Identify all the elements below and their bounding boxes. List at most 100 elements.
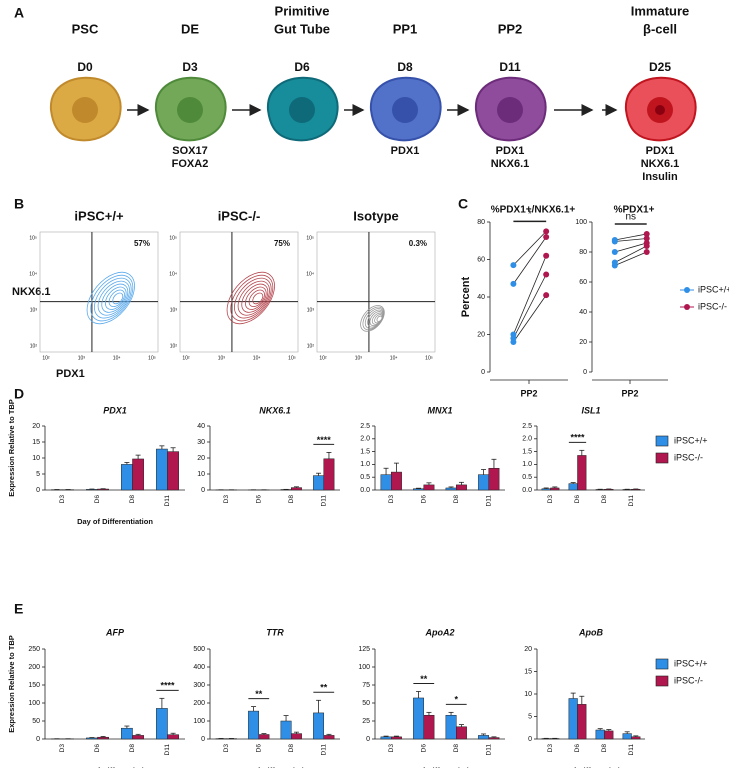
point bbox=[510, 262, 516, 268]
y-tick-label: 0 bbox=[528, 736, 532, 743]
significance-label: **** bbox=[570, 433, 585, 443]
panel-label: C bbox=[458, 196, 468, 212]
significance-label: ** bbox=[255, 689, 263, 699]
y-tick-label: 200 bbox=[28, 664, 40, 671]
chart-title: PDX1 bbox=[103, 405, 127, 415]
bar bbox=[313, 713, 323, 739]
x-tick-label: D8 bbox=[288, 744, 295, 753]
x-tick-label: D3 bbox=[388, 744, 395, 753]
x-tick-label: D11 bbox=[320, 744, 327, 756]
bar bbox=[381, 475, 391, 490]
flow-title: iPSC+/+ bbox=[74, 208, 124, 223]
flow-tick: 10² bbox=[30, 343, 38, 349]
chart-title: %PDX1+/NKX6.1+ bbox=[491, 205, 576, 216]
significance-label: **** bbox=[317, 435, 332, 445]
stage-name: Gut Tube bbox=[274, 21, 330, 36]
stage-day: D3 bbox=[182, 60, 198, 74]
flow-tick: 10³ bbox=[355, 355, 363, 361]
flow-tick: 10² bbox=[307, 343, 315, 349]
stage-marker: FOXA2 bbox=[172, 158, 209, 170]
x-axis-label: Day of Differentiation bbox=[77, 517, 153, 526]
y-tick-label: 20 bbox=[477, 331, 485, 338]
flow-frame bbox=[317, 232, 435, 352]
y-tick-label: 50 bbox=[32, 718, 40, 725]
y-tick-label: 40 bbox=[197, 423, 205, 430]
y-tick-label: 50 bbox=[362, 700, 370, 707]
bar bbox=[424, 715, 434, 739]
nucleus bbox=[497, 97, 523, 123]
y-tick-label: 15 bbox=[524, 668, 532, 675]
x-tick-label: D11 bbox=[628, 495, 635, 507]
chart-title: ISL1 bbox=[581, 405, 600, 415]
legend-swatch bbox=[656, 676, 668, 686]
x-tick-label: PP2 bbox=[520, 388, 537, 398]
x-tick-label: D6 bbox=[255, 495, 262, 504]
y-tick-label: 500 bbox=[193, 646, 205, 653]
point bbox=[510, 281, 516, 287]
bar bbox=[551, 488, 560, 490]
x-tick-label: D3 bbox=[388, 495, 395, 504]
significance-label: ns bbox=[625, 212, 636, 223]
chart-title: ApoB bbox=[578, 627, 603, 637]
pair-line bbox=[513, 275, 546, 339]
x-tick-label: D6 bbox=[255, 744, 262, 753]
point bbox=[644, 243, 650, 249]
bar bbox=[121, 728, 132, 739]
y-tick-label: 0.5 bbox=[522, 474, 532, 481]
flow-percent: 0.3% bbox=[409, 239, 427, 248]
y-tick-label: 400 bbox=[193, 664, 205, 671]
x-tick-label: D11 bbox=[485, 744, 492, 756]
y-axis-label: Percent bbox=[460, 276, 472, 317]
x-tick-label: PP2 bbox=[621, 388, 638, 398]
flow-tick: 10⁴ bbox=[306, 271, 314, 277]
bar bbox=[413, 489, 423, 490]
flow-tick: 10⁴ bbox=[253, 355, 261, 361]
y-tick-label: 0 bbox=[481, 369, 485, 376]
legend-swatch bbox=[656, 659, 668, 669]
stage-day: D6 bbox=[294, 60, 310, 74]
bar bbox=[98, 489, 109, 490]
panel-label: B bbox=[14, 196, 24, 212]
y-tick-label: 60 bbox=[477, 256, 485, 263]
pair-line bbox=[615, 243, 647, 252]
contour bbox=[222, 267, 281, 328]
significance-label: ** bbox=[320, 683, 328, 693]
bar bbox=[86, 489, 97, 490]
x-tick-label: D11 bbox=[164, 495, 171, 507]
bar bbox=[542, 489, 551, 490]
y-tick-label: 10 bbox=[524, 691, 532, 698]
bar bbox=[156, 449, 167, 490]
y-tick-label: 0 bbox=[583, 369, 587, 376]
y-tick-label: 20 bbox=[579, 339, 587, 346]
bar bbox=[489, 468, 499, 490]
y-tick-label: 0 bbox=[36, 487, 40, 494]
bar bbox=[313, 476, 323, 490]
granule bbox=[655, 105, 665, 115]
y-tick-label: 0.0 bbox=[360, 487, 370, 494]
x-tick-label: D11 bbox=[485, 495, 492, 507]
contour bbox=[218, 263, 284, 332]
stage-marker: PDX1 bbox=[496, 145, 525, 157]
significance-label: **** bbox=[160, 681, 175, 691]
bar bbox=[489, 738, 499, 739]
bar bbox=[259, 735, 269, 740]
y-tick-label: 0 bbox=[36, 736, 40, 743]
x-tick-label: D11 bbox=[628, 744, 635, 756]
stage-name: β-cell bbox=[643, 21, 677, 36]
point bbox=[543, 292, 549, 298]
y-tick-label: 100 bbox=[575, 219, 587, 226]
x-tick-label: D6 bbox=[94, 744, 101, 753]
x-tick-label: D8 bbox=[288, 495, 295, 504]
bar bbox=[478, 735, 488, 739]
flow-frame bbox=[180, 232, 298, 352]
y-tick-label: 1.5 bbox=[522, 448, 532, 455]
stage-day: D8 bbox=[397, 60, 413, 74]
bar bbox=[424, 485, 434, 490]
legend-swatch bbox=[656, 436, 668, 446]
y-tick-label: 2.5 bbox=[360, 423, 370, 430]
y-tick-label: 100 bbox=[358, 664, 370, 671]
y-axis-label: Expression Relative to TBP bbox=[7, 635, 16, 733]
x-tick-label: D3 bbox=[223, 744, 230, 753]
y-tick-label: 150 bbox=[28, 682, 40, 689]
